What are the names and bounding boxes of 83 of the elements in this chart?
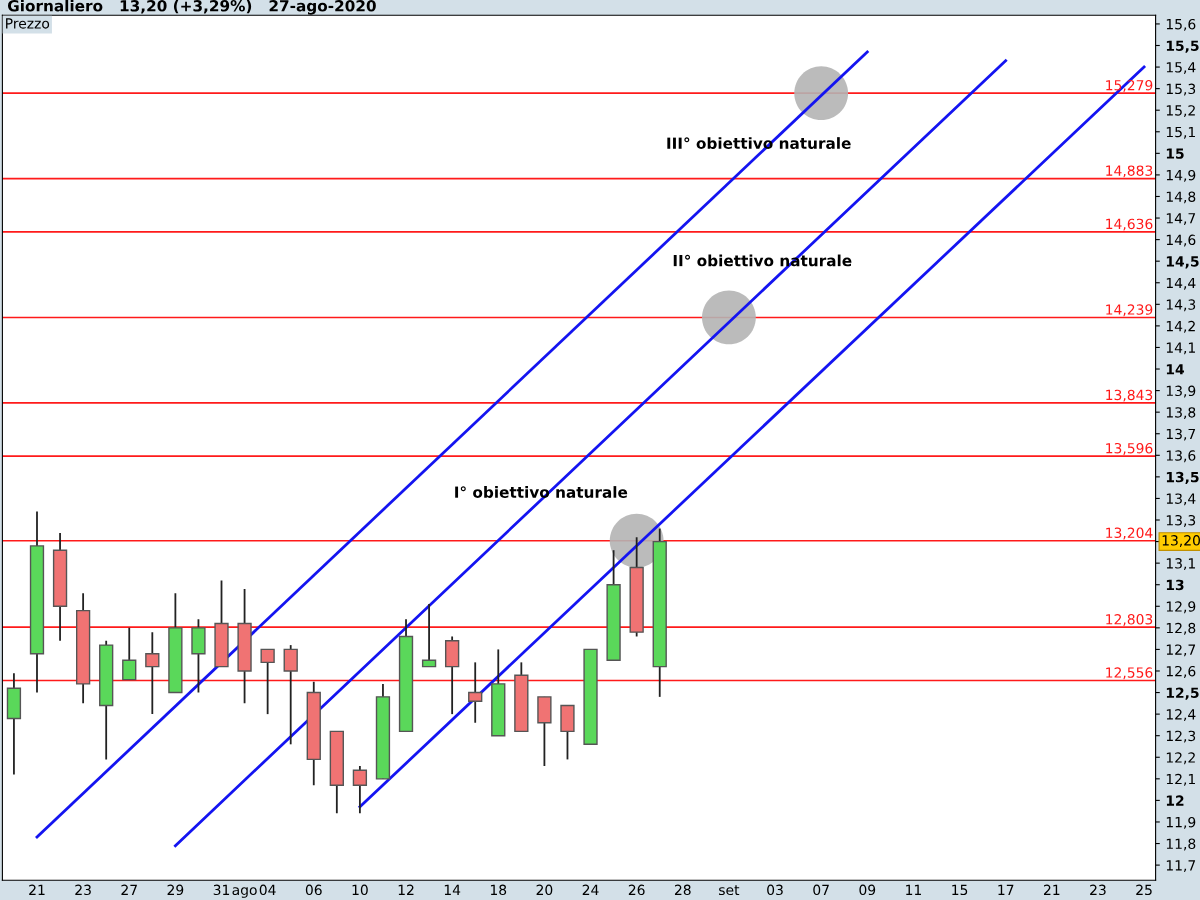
x-tick-label: 03 [767, 884, 783, 896]
x-tick-label: 28 [674, 884, 691, 896]
chart-subtitle: Prezzo [6, 18, 50, 29]
x-tick-label: 20 [536, 884, 553, 896]
y-tick-label: 14,3 [1166, 299, 1196, 312]
chart-title: Giornaliero 13,20 (+3,29%) 27-ago-2020 [7, 0, 376, 15]
y-tick-label: 11,7 [1166, 860, 1196, 872]
y-tick-label: 13,6 [1166, 450, 1196, 463]
y-tick-label: 14,4 [1166, 277, 1196, 290]
y-tick-label: 12,5 [1166, 687, 1199, 700]
x-tick-label: 27 [121, 884, 137, 895]
y-tick-label: 12,3 [1166, 730, 1196, 743]
y-tick-label: 14 [1166, 364, 1185, 375]
y-tick-label: 12,2 [1166, 752, 1195, 765]
y-tick-label: 15,6 [1166, 18, 1196, 31]
x-tick-label: 06 [305, 884, 322, 896]
y-tick-label: 12,6 [1166, 665, 1196, 678]
ref-line-label: 12,803 [1106, 614, 1153, 626]
ref-line-label: 14,883 [1106, 165, 1153, 178]
candlestick [468, 661, 483, 724]
ref-line-label: 13,843 [1106, 389, 1153, 402]
y-tick-label: 13,3 [1166, 514, 1196, 527]
x-tick-label: 29 [167, 884, 184, 896]
y-tick-label: 15,5 [1166, 40, 1199, 53]
y-tick-label: 15 [1166, 148, 1184, 159]
y-tick-label: 11,8 [1166, 838, 1196, 851]
y-tick-label: 13,5 [1166, 471, 1199, 485]
annotation: I° obiettivo naturale [455, 486, 628, 498]
x-tick-label: 23 [1090, 884, 1106, 896]
x-tick-label: 23 [75, 884, 91, 896]
y-tick-label: 13,1 [1166, 558, 1195, 571]
x-tick-label: 21 [1043, 884, 1060, 895]
x-tick-label: 21 [29, 884, 45, 895]
x-tick-label: ago [232, 887, 257, 898]
y-tick-label: 15,4 [1166, 62, 1196, 74]
x-tick-label: 07 [813, 884, 829, 896]
x-tick-label: 17 [998, 884, 1014, 895]
x-tick-label: 15 [952, 884, 968, 896]
text: 13,20 [1162, 535, 1200, 548]
y-tick-label: 14,9 [1166, 169, 1196, 182]
candlestick [283, 644, 298, 746]
y-tick-label: 11,9 [1166, 816, 1196, 829]
ref-line-label: 14,239 [1106, 304, 1153, 317]
x-tick-label: 12 [398, 884, 414, 895]
y-tick-label: 14,8 [1166, 191, 1196, 204]
candlestick [260, 648, 275, 716]
ref-line-label: 14,636 [1106, 218, 1153, 231]
y-tick-label: 12,9 [1166, 601, 1196, 614]
y-tick-label: 13,8 [1166, 407, 1196, 420]
x-tick-label: 24 [582, 884, 599, 895]
y-tick-label: 13,9 [1166, 385, 1196, 398]
y-tick-label: 14,6 [1166, 234, 1196, 247]
y-tick-label: 12,1 [1166, 773, 1195, 786]
x-tick-label: 11 [906, 884, 921, 895]
y-tick-label: 14,7 [1166, 213, 1196, 225]
x-tick-label: 26 [628, 884, 645, 896]
x-tick-label: 25 [1136, 884, 1152, 896]
y-tick-label: 15,2 [1166, 105, 1195, 118]
y-tick-label: 14,2 [1166, 320, 1195, 333]
y-tick-label: 15,1 [1166, 126, 1195, 139]
candlestick [122, 626, 137, 681]
candlestick [352, 764, 368, 815]
ref-line-label: 13,204 [1106, 527, 1153, 540]
x-tick-label: 10 [352, 884, 368, 896]
y-tick-label: 12,4 [1166, 709, 1196, 722]
x-tick-label: 14 [444, 884, 461, 895]
x-tick-label: 09 [859, 884, 876, 896]
candlestick [145, 631, 160, 716]
y-tick-label: 12 [1166, 795, 1184, 806]
x-tick-label: 04 [259, 884, 276, 896]
y-tick-label: 15,3 [1166, 83, 1196, 96]
x-tick-label: 31 [213, 884, 230, 896]
x-tick-label: set [719, 885, 740, 896]
ref-line-label: 13,596 [1106, 442, 1153, 455]
y-tick-label: 14,5 [1166, 256, 1199, 269]
y-tick-label: 13,4 [1166, 493, 1196, 506]
y-tick-label: 13 [1166, 579, 1184, 591]
y-tick-label: 13,7 [1166, 428, 1196, 441]
y-tick-label: 14,1 [1166, 342, 1195, 355]
ref-line-label: 12,556 [1106, 667, 1153, 680]
y-tick-label: 12,8 [1166, 622, 1196, 635]
y-tick-label: 12,7 [1166, 644, 1196, 657]
x-tick-label: 18 [490, 884, 507, 896]
